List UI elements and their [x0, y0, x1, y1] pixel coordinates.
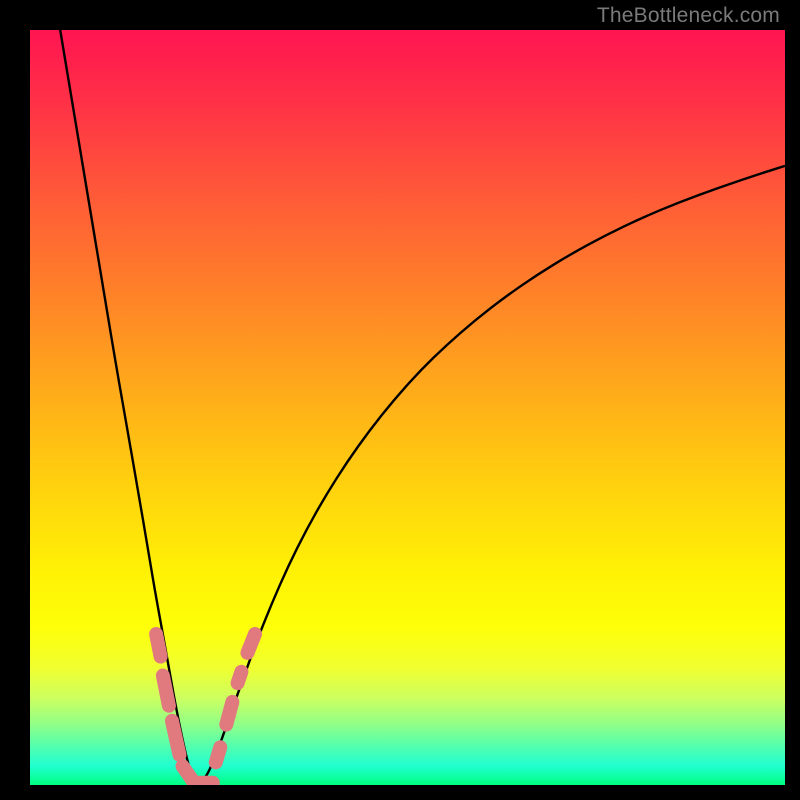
data-marker	[226, 702, 232, 725]
data-marker	[238, 672, 242, 683]
data-marker	[172, 721, 180, 755]
curve-overlay	[0, 0, 800, 800]
data-marker	[183, 766, 194, 781]
watermark-label: TheBottleneck.com	[597, 4, 780, 28]
data-marker	[247, 634, 255, 653]
left-desc-curve	[60, 30, 197, 785]
chart-container: TheBottleneck.com	[0, 0, 800, 800]
right-asc-curve	[198, 166, 785, 785]
data-marker	[216, 747, 221, 762]
data-marker	[156, 634, 161, 657]
data-marker	[163, 676, 169, 706]
